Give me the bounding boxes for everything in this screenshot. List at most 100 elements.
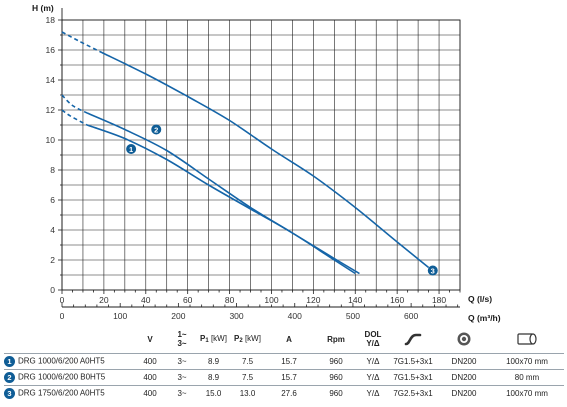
current-cell: 15.7	[264, 353, 314, 370]
curve-2-dashed	[61, 94, 88, 114]
x-tick-label: 0	[60, 295, 65, 305]
p1-cell: 8.9	[196, 353, 231, 370]
y-tick-label: 0	[50, 285, 55, 295]
curve-3	[99, 50, 430, 269]
header-p1: P1 [kW]	[196, 325, 231, 354]
header-p2-sub: 2	[239, 338, 243, 344]
outlet-cell: 100x70 mm	[490, 353, 564, 370]
phase-cell: 3~	[168, 369, 196, 386]
table-header-row: V 1~ 3~ P1 [kW] P2 [kW] A Rpm DOL Y/Δ	[4, 325, 564, 354]
p1-cell: 8.9	[196, 369, 231, 386]
cable-cell: 7G1.5+3x1	[388, 353, 438, 370]
header-start: DOL Y/Δ	[358, 325, 388, 354]
curve-number-badge: 3	[4, 388, 15, 399]
header-p2: P2 [kW]	[231, 325, 264, 354]
x2-axis-title: Q (m³/h)	[468, 313, 501, 323]
flange-cell: DN200	[438, 369, 490, 386]
p2-cell: 7.5	[231, 353, 264, 370]
x-tick-label: 120	[306, 295, 320, 305]
y-tick-label: 6	[50, 195, 55, 205]
voltage-cell: 400	[132, 369, 168, 386]
x2-tick-label: 0	[60, 311, 65, 321]
cable-icon	[404, 333, 422, 346]
x2-tick-label: 500	[346, 311, 360, 321]
table-row: 3 DRG 1750/6/200 A0HT5 400 3~ 15.0 13.0 2…	[4, 385, 564, 401]
grid	[61, 19, 461, 291]
p2-cell: 7.5	[231, 369, 264, 386]
header-dol: DOL	[364, 330, 382, 339]
y-tick-label: 2	[50, 255, 55, 265]
header-voltage: V	[147, 334, 153, 344]
voltage-cell: 400	[132, 385, 168, 401]
x-tick-label: 40	[141, 295, 151, 305]
curve-3-label: 3	[431, 266, 435, 275]
header-outlet	[490, 325, 564, 354]
model-cell: 1 DRG 1000/6/200 A0HT5	[4, 353, 132, 370]
p1-cell: 15.0	[196, 385, 231, 401]
x-tick-label: 100	[264, 295, 278, 305]
current-cell: 15.7	[264, 369, 314, 386]
curve-2-marker	[151, 124, 162, 135]
curve-1	[86, 124, 356, 275]
header-p2-symbol: P	[234, 334, 240, 343]
header-phase-3: 3~	[177, 339, 187, 348]
flange-cell: DN200	[438, 385, 490, 401]
p2-cell: 13.0	[231, 385, 264, 401]
start-cell: Y/Δ	[358, 369, 388, 386]
x-tick-label: 140	[348, 295, 362, 305]
x-tick-label: 20	[99, 295, 109, 305]
pump-spec-table: V 1~ 3~ P1 [kW] P2 [kW] A Rpm DOL Y/Δ	[4, 325, 564, 401]
x2-tick-label: 200	[171, 311, 185, 321]
y-tick-label: 12	[46, 105, 56, 115]
curve-1-dashed	[61, 109, 88, 126]
model-name: DRG 1000/6/200 B0HT5	[18, 372, 106, 382]
axis-labels: H (m) Q (l/s) Q (m³/h)	[32, 3, 501, 323]
header-p1-symbol: P	[200, 334, 206, 343]
x2-tick-label: 100	[113, 311, 127, 321]
x-tick-label: 60	[183, 295, 193, 305]
curve-2-label: 2	[154, 125, 158, 134]
model-cell: 3 DRG 1750/6/200 A0HT5	[4, 385, 132, 401]
curve-3-dashed	[61, 31, 101, 53]
curve-2	[86, 112, 360, 275]
start-cell: Y/Δ	[358, 385, 388, 401]
curve-3-marker	[427, 265, 438, 276]
rpm-cell: 960	[314, 385, 358, 401]
y-tick-label: 14	[46, 75, 56, 85]
rpm-cell: 960	[314, 369, 358, 386]
model-name: DRG 1750/6/200 A0HT5	[18, 388, 105, 398]
header-model	[4, 325, 132, 354]
cable-cell: 7G2.5+3x1	[388, 385, 438, 401]
x-tick-label: 180	[432, 295, 446, 305]
x-axis-title: Q (l/s)	[468, 294, 492, 304]
x-tick-label: 160	[390, 295, 404, 305]
curve-1-label: 1	[129, 145, 133, 154]
header-flange	[438, 325, 490, 354]
y-tick-label: 10	[46, 135, 56, 145]
curve-number-badge: 2	[4, 372, 15, 383]
cable-cell: 7G1.5+3x1	[388, 369, 438, 386]
outlet-cell: 80 mm	[490, 369, 564, 386]
x2-tick-label: 400	[288, 311, 302, 321]
y-tick-label: 18	[46, 15, 56, 25]
voltage-cell: 400	[132, 353, 168, 370]
header-cable	[388, 325, 438, 354]
curve-1-marker	[126, 144, 137, 154]
outlet-cell: 100x70 mm	[490, 385, 564, 401]
header-rpm: Rpm	[327, 334, 345, 344]
curve-labels: 1 2 3	[126, 124, 438, 276]
x-tick-label: 80	[225, 295, 235, 305]
y-tick-label: 4	[50, 225, 55, 235]
header-p1-unit: [kW]	[210, 334, 227, 343]
start-cell: Y/Δ	[358, 353, 388, 370]
y-tick-label: 8	[50, 165, 55, 175]
performance-curves	[61, 31, 430, 275]
model-name: DRG 1000/6/200 A0HT5	[18, 356, 105, 366]
model-cell: 2 DRG 1000/6/200 B0HT5	[4, 369, 132, 386]
rpm-cell: 960	[314, 353, 358, 370]
table-row: 2 DRG 1000/6/200 B0HT5 400 3~ 8.9 7.5 15.…	[4, 369, 564, 386]
header-phase-1: 1~	[177, 330, 187, 339]
x2-tick-label: 600	[404, 311, 418, 321]
y-tick-label: 16	[46, 45, 56, 55]
